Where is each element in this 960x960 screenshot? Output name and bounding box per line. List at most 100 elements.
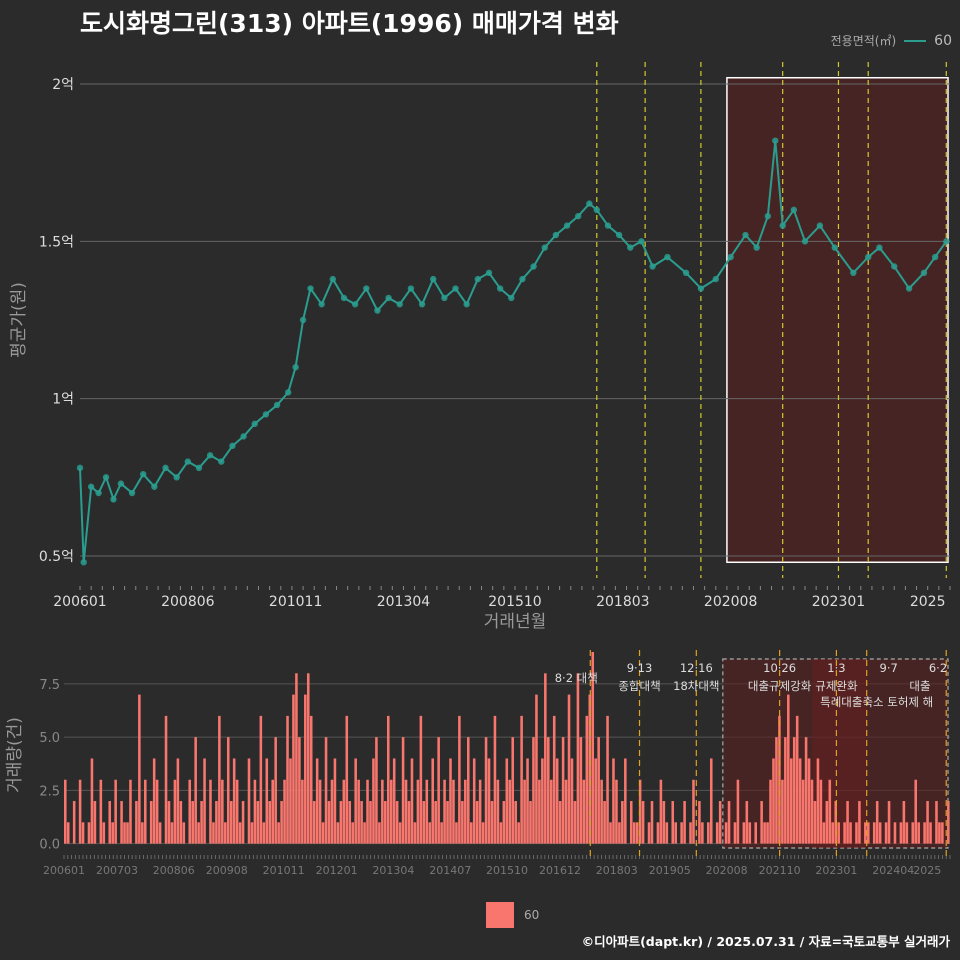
policy-label: 9·13 <box>627 661 653 675</box>
price-point <box>385 294 392 302</box>
volume-bar <box>327 801 331 844</box>
price-point <box>195 464 203 472</box>
price-point <box>140 470 147 478</box>
volume-bar <box>834 801 837 844</box>
y-tick-label: 5.0 <box>39 731 60 746</box>
volume-bar <box>641 801 645 844</box>
volume-bar <box>624 758 627 844</box>
volume-bar <box>899 822 903 844</box>
volume-bar <box>597 737 600 844</box>
price-point <box>850 269 857 277</box>
volume-bar <box>544 673 547 844</box>
volume-bar <box>238 822 242 844</box>
price-point <box>285 389 292 396</box>
volume-bar <box>745 801 749 844</box>
volume-bar <box>659 779 663 844</box>
volume-bar <box>336 822 340 844</box>
volume-bar <box>629 801 633 844</box>
legend-bottom-value: 60 <box>524 908 540 922</box>
volume-bar <box>176 758 180 844</box>
volume-bar <box>926 801 929 844</box>
volume-bar <box>90 758 94 844</box>
volume-bar <box>917 822 920 844</box>
volume-bar <box>188 779 192 844</box>
volume-bar <box>662 801 666 844</box>
price-point <box>162 464 169 472</box>
price-point <box>463 301 470 308</box>
price-point <box>638 238 645 245</box>
volume-bar <box>342 779 346 844</box>
price-point <box>627 244 634 251</box>
x-tick-label: 202008 <box>704 594 757 610</box>
volume-bar <box>87 822 91 844</box>
volume-bar <box>935 801 938 844</box>
volume-bar <box>647 822 651 844</box>
volume-bar <box>547 737 550 844</box>
price-point <box>273 401 281 409</box>
volume-bar <box>787 694 790 844</box>
volume-bar <box>914 779 918 844</box>
volume-bar <box>144 779 147 844</box>
volume-bar <box>458 715 461 844</box>
volume-bar <box>487 758 491 844</box>
price-point <box>102 474 110 481</box>
price-point <box>865 253 872 261</box>
volume-bar <box>612 758 615 844</box>
x-tick-label: 200806 <box>153 864 195 877</box>
volume-bar <box>828 779 832 844</box>
volume-bar <box>339 801 343 844</box>
price-point <box>80 559 87 566</box>
volume-bar <box>875 801 879 844</box>
volume-bar <box>573 801 577 844</box>
price-point <box>95 489 102 497</box>
price-point <box>496 285 504 292</box>
volume-bar <box>366 779 369 844</box>
volume-bar <box>709 758 713 844</box>
volume-bar <box>541 758 544 844</box>
volume-bar <box>333 758 337 844</box>
volume-bar <box>304 694 307 844</box>
volume-bar <box>351 822 354 844</box>
volume-bar <box>496 779 500 844</box>
volume-bar <box>283 779 286 844</box>
volume-bar <box>378 822 381 844</box>
policy-label-detail: 규제완화 <box>815 679 858 693</box>
volume-bar <box>419 715 423 844</box>
volume-bar <box>529 801 532 844</box>
x-tick-label: 201011 <box>263 864 305 877</box>
price-point <box>920 269 928 277</box>
price-point <box>697 285 705 292</box>
x-tick-label: 200601 <box>43 864 85 877</box>
volume-bar <box>135 801 138 844</box>
volume-bar <box>615 779 618 844</box>
volume-bar <box>514 801 517 844</box>
volume-bar <box>312 801 316 844</box>
price-point <box>240 433 247 440</box>
volume-bar <box>837 822 840 844</box>
volume-bar <box>345 715 349 844</box>
volume-bar <box>564 779 568 844</box>
price-point <box>615 231 623 239</box>
volume-bar <box>582 779 586 844</box>
volume-bar <box>941 822 944 844</box>
volume-bar <box>733 822 737 844</box>
volume-bar <box>683 801 686 844</box>
volume-bar <box>715 822 719 844</box>
price-point <box>441 294 448 302</box>
volume-bar <box>431 758 435 844</box>
volume-bar <box>813 801 817 844</box>
volume-bar <box>561 737 565 844</box>
volume-bar <box>549 779 553 844</box>
y-tick-label: 2.5 <box>39 784 60 799</box>
volume-bar <box>864 822 867 844</box>
volume-bar <box>511 737 515 844</box>
volume-bar <box>938 822 941 844</box>
volume-bar <box>173 779 177 844</box>
volume-bar <box>606 715 609 844</box>
volume-bar <box>309 715 313 844</box>
volume-bar <box>250 822 254 844</box>
y-axis-title: 평균가(원) <box>9 282 29 358</box>
y-tick-label: 7.5 <box>39 678 60 693</box>
volume-bar <box>461 801 464 844</box>
volume-bar <box>434 801 437 844</box>
